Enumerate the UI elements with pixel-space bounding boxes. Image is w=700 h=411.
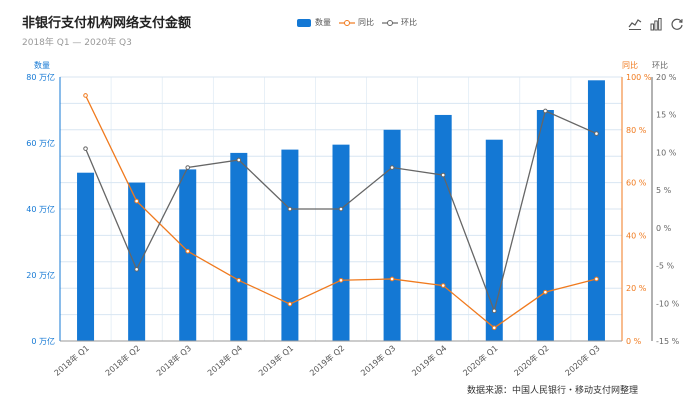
yoy-point: [594, 276, 599, 282]
qoq-point: [287, 206, 293, 212]
qoq-point: [134, 267, 139, 272]
bar: [128, 182, 146, 341]
mid-tick-label: 100 %: [626, 73, 652, 82]
data-source: 数据来源：中国人民银行・移动支付网整理: [466, 386, 638, 396]
left-tick-label: 80 万亿: [26, 72, 55, 82]
legend-item-bar[interactable]: 数量: [297, 17, 331, 28]
qoq-point: [543, 108, 548, 114]
left-tick-label: 60 万亿: [26, 138, 55, 148]
mid-tick-label: 20 %: [626, 284, 647, 293]
x-tick-label: 2019年 Q2: [307, 343, 346, 378]
right-tick-label: 5 %: [656, 186, 672, 195]
axes-layer: 0 万亿 20 万亿 40 万亿 60 万亿 80 万亿 数量 0 % 20 % 40 % 60 …: [26, 60, 679, 378]
mid-tick-label: 40 %: [626, 231, 647, 240]
refresh-icon[interactable]: [670, 17, 684, 31]
legend-item-yoy[interactable]: 同比: [339, 17, 374, 28]
yoy-point: [134, 198, 139, 204]
bar: [587, 80, 605, 342]
right-axis-title: 环比: [652, 60, 668, 70]
right-tick-label: -5 %: [656, 262, 675, 271]
legend: 数量 同比 环比: [297, 17, 425, 28]
chart-subtitle: 2018年 Q1 — 2020年 Q3: [22, 38, 132, 48]
yoy-point: [185, 248, 191, 254]
right-tick-label: 20 %: [656, 73, 677, 82]
right-tick-label: -10 %: [656, 299, 680, 308]
x-tick-label: 2019年 Q1: [256, 343, 295, 378]
mid-tick-label: 60 %: [626, 179, 647, 188]
legend-yoy-label: 同比: [358, 18, 374, 27]
bar: [434, 114, 452, 341]
mid-tick-label: 0 %: [626, 337, 642, 346]
left-tick-label: 40 万亿: [26, 204, 55, 214]
bar: [179, 169, 197, 341]
yoy-point: [491, 325, 497, 331]
right-tick-label: -15 %: [656, 337, 680, 346]
chart-toolbar: [621, 17, 684, 31]
bar: [536, 110, 554, 341]
x-tick-label: 2019年 Q4: [410, 343, 449, 378]
yoy-point: [543, 289, 548, 295]
x-tick-label: 2018年 Q2: [103, 343, 142, 378]
yoy-point: [83, 93, 88, 98]
qoq-point: [440, 172, 446, 178]
yoy-point: [389, 276, 395, 282]
line-chart-icon[interactable]: [628, 17, 642, 31]
mid-axis-title: 同比: [622, 60, 638, 70]
right-tick-label: 0 %: [656, 224, 672, 233]
legend-qoq-label: 环比: [401, 18, 417, 27]
bar: [383, 129, 401, 341]
bar-chart-icon[interactable]: [649, 17, 663, 31]
lines-layer: [83, 93, 599, 331]
legend-bar-label: 数量: [315, 18, 331, 27]
bar: [281, 149, 299, 341]
x-tick-label: 2020年 Q3: [563, 343, 602, 378]
legend-item-qoq[interactable]: 环比: [382, 17, 417, 28]
yoy-point: [236, 277, 242, 283]
mid-tick-label: 80 %: [626, 126, 647, 135]
right-tick-label: 15 %: [656, 111, 677, 120]
x-tick-label: 2018年 Q1: [52, 343, 91, 378]
bar: [485, 139, 503, 341]
qoq-point: [236, 157, 242, 163]
qoq-point: [185, 165, 191, 170]
qoq-point: [83, 146, 88, 151]
legend-yoy-swatch: [339, 19, 355, 26]
yoy-point: [338, 277, 344, 283]
bars-layer: [77, 80, 605, 342]
x-tick-label: 2019年 Q3: [359, 343, 398, 378]
x-tick-label: 2020年 Q2: [512, 343, 551, 378]
yoy-point: [440, 283, 446, 288]
yoy-point: [287, 301, 293, 307]
legend-qoq-swatch: [382, 19, 398, 26]
bar: [230, 152, 248, 341]
left-tick-label: 0 万亿: [31, 336, 55, 346]
right-tick-label: 10 %: [656, 148, 677, 157]
bar: [77, 172, 95, 341]
x-tick-label: 2018年 Q3: [154, 343, 193, 378]
left-axis-title: 数量: [34, 60, 50, 70]
chart-title: 非银行支付机构网络支付金额: [22, 16, 192, 31]
x-tick-label: 2020年 Q1: [461, 343, 500, 378]
x-tick-label: 2018年 Q4: [205, 343, 244, 378]
left-tick-label: 20 万亿: [26, 270, 55, 280]
legend-bar-swatch: [297, 18, 311, 27]
qoq-point: [491, 308, 497, 314]
bar: [332, 144, 350, 341]
qoq-point: [389, 165, 395, 170]
qoq-point: [594, 131, 599, 136]
qoq-point: [338, 206, 344, 212]
